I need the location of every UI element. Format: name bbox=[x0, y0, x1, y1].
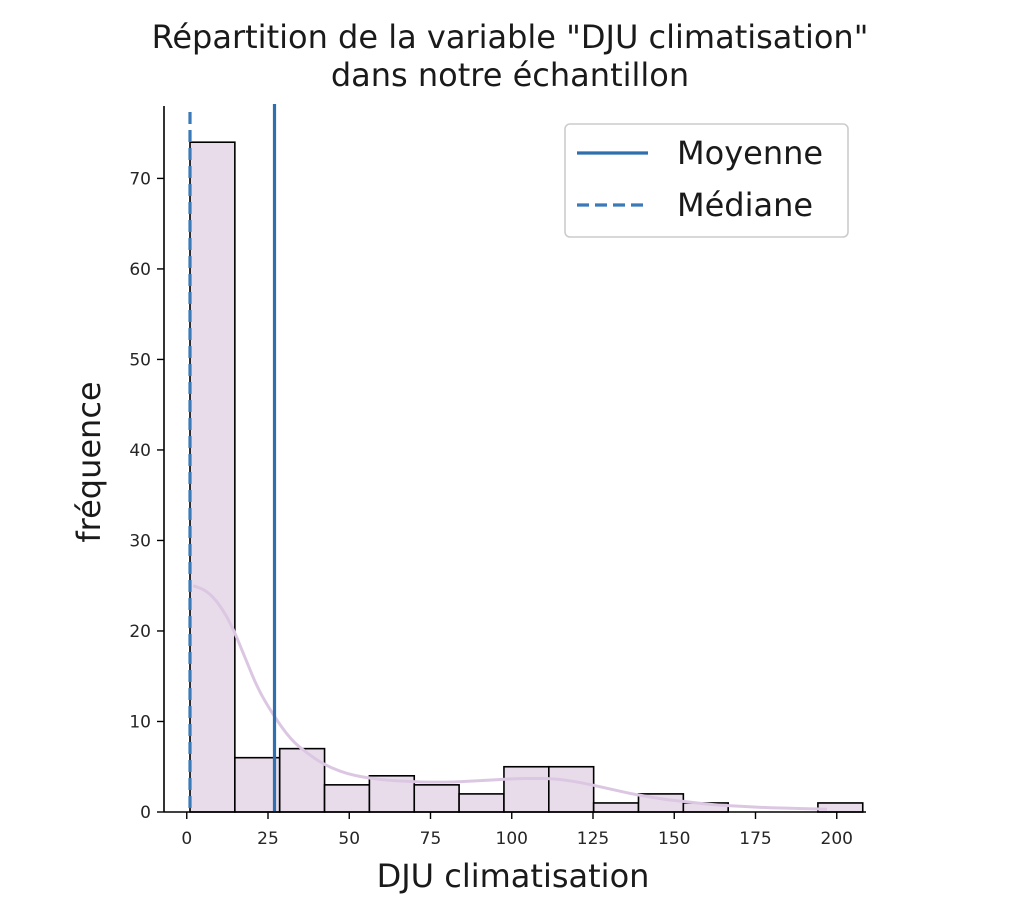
histogram-bar bbox=[413, 784, 460, 813]
histogram-bar bbox=[458, 793, 505, 813]
axes bbox=[163, 106, 866, 813]
kde-curve bbox=[192, 584, 828, 811]
histogram-bar bbox=[592, 802, 640, 813]
y-tick-label: 20 bbox=[129, 622, 151, 642]
legend: Moyenne Médiane bbox=[564, 123, 849, 238]
histogram-bar bbox=[323, 784, 371, 813]
histogram-bar bbox=[547, 765, 595, 813]
x-tick-label: 150 bbox=[658, 829, 690, 849]
legend-label: Médiane bbox=[677, 186, 813, 224]
histogram-bar bbox=[278, 747, 326, 813]
histogram-bars bbox=[189, 141, 864, 813]
x-axis-label: DJU climatisation bbox=[377, 857, 650, 895]
x-tick-label: 0 bbox=[181, 829, 192, 849]
y-tick-label: 30 bbox=[129, 531, 151, 551]
chart-title: Répartition de la variable "DJU climatis… bbox=[0, 18, 1020, 94]
x-tick-label: 200 bbox=[821, 829, 853, 849]
y-tick-label: 60 bbox=[129, 260, 151, 280]
x-tick-label: 25 bbox=[257, 829, 279, 849]
x-tick-label: 175 bbox=[739, 829, 771, 849]
y-tick-label: 10 bbox=[129, 712, 151, 732]
histogram-bar bbox=[189, 141, 236, 813]
x-tick-label: 75 bbox=[420, 829, 442, 849]
reference-lines bbox=[188, 104, 277, 812]
y-tick-label: 50 bbox=[129, 350, 151, 370]
ticks: 0 25 50 75 100 125 150 175 200 0 10 20 30 40 50 60 70 bbox=[129, 169, 853, 849]
y-axis-label: fréquence bbox=[70, 381, 108, 542]
chart-title-line-2: dans notre échantillon bbox=[330, 56, 690, 94]
x-tick-label: 50 bbox=[338, 829, 360, 849]
x-tick-label: 100 bbox=[496, 829, 528, 849]
x-tick-label: 125 bbox=[577, 829, 609, 849]
histogram-bar bbox=[503, 765, 550, 813]
y-tick-label: 70 bbox=[129, 169, 151, 189]
y-tick-label: 40 bbox=[129, 441, 151, 461]
y-tick-label: 0 bbox=[140, 803, 151, 823]
kde-curve-group bbox=[192, 584, 828, 811]
chart-title-line-1: Répartition de la variable "DJU climatis… bbox=[151, 18, 869, 56]
legend-label: Moyenne bbox=[677, 134, 823, 172]
